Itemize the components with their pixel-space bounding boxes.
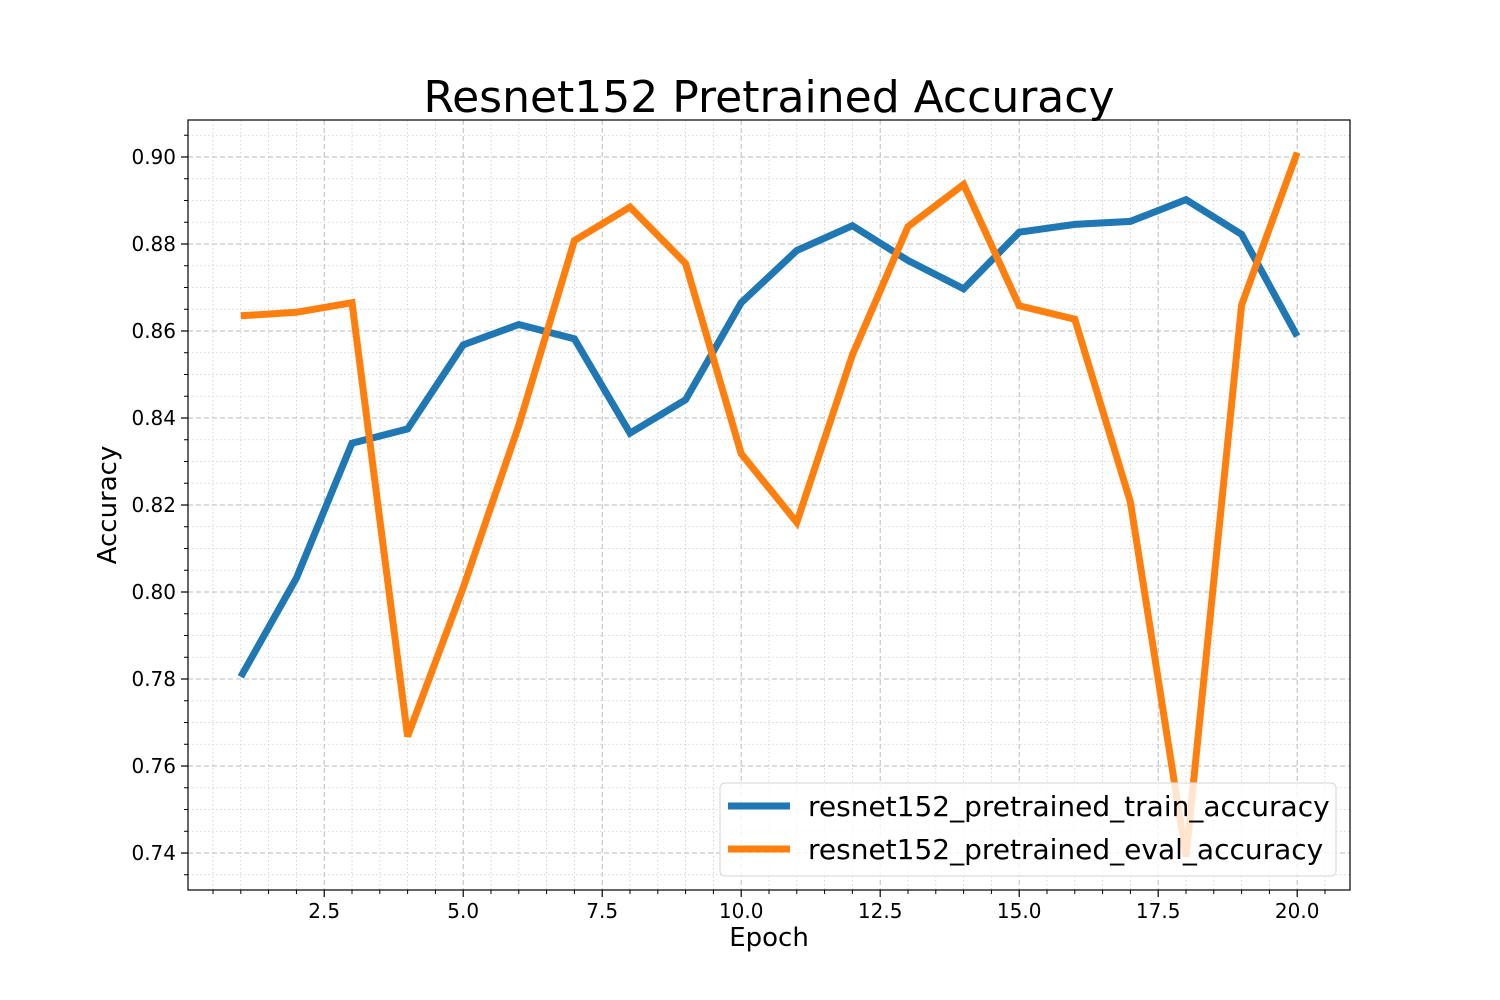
legend-entry-label: resnet152_pretrained_train_accuracy [808,790,1330,823]
x-tick-label: 5.0 [447,899,479,923]
series-line-train [237,195,1301,679]
legend-entry-label: resnet152_pretrained_eval_accuracy [808,833,1323,866]
x-tick-label: 20.0 [1275,899,1320,923]
y-tick-label: 0.88 [131,232,176,256]
x-tick-label: 17.5 [1136,899,1181,923]
legend-box [719,782,1337,877]
x-tick-label: 15.0 [997,899,1042,923]
x-tick-label: 7.5 [586,899,618,923]
x-axis-label: Epoch [729,923,809,953]
y-tick-label: 0.84 [131,406,176,430]
y-tick-label: 0.74 [131,841,176,865]
y-tick-label: 0.86 [131,319,176,343]
y-tick-label: 0.80 [131,580,176,604]
y-tick-label: 0.76 [131,754,176,778]
y-tick-label: 0.90 [131,145,176,169]
x-tick-label: 10.0 [719,899,764,923]
y-tick-label: 0.82 [131,493,176,517]
ticks: 2.5 5.0 7.5 10.0 12.5 15.0 17.5 20.0 0.74 0.76 0.7… [131,134,1326,923]
x-tick-label: 12.5 [858,899,903,923]
legend: resnet152_pretrained_train_accuracyresne… [719,782,1337,877]
chart-title: Resnet152 Pretrained Accuracy [423,72,1114,123]
y-axis-label: Accuracy [93,446,123,565]
y-tick-label: 0.78 [131,667,176,691]
series-line-eval [240,151,1301,858]
series-lines [237,151,1301,858]
x-tick-label: 2.5 [308,899,340,923]
